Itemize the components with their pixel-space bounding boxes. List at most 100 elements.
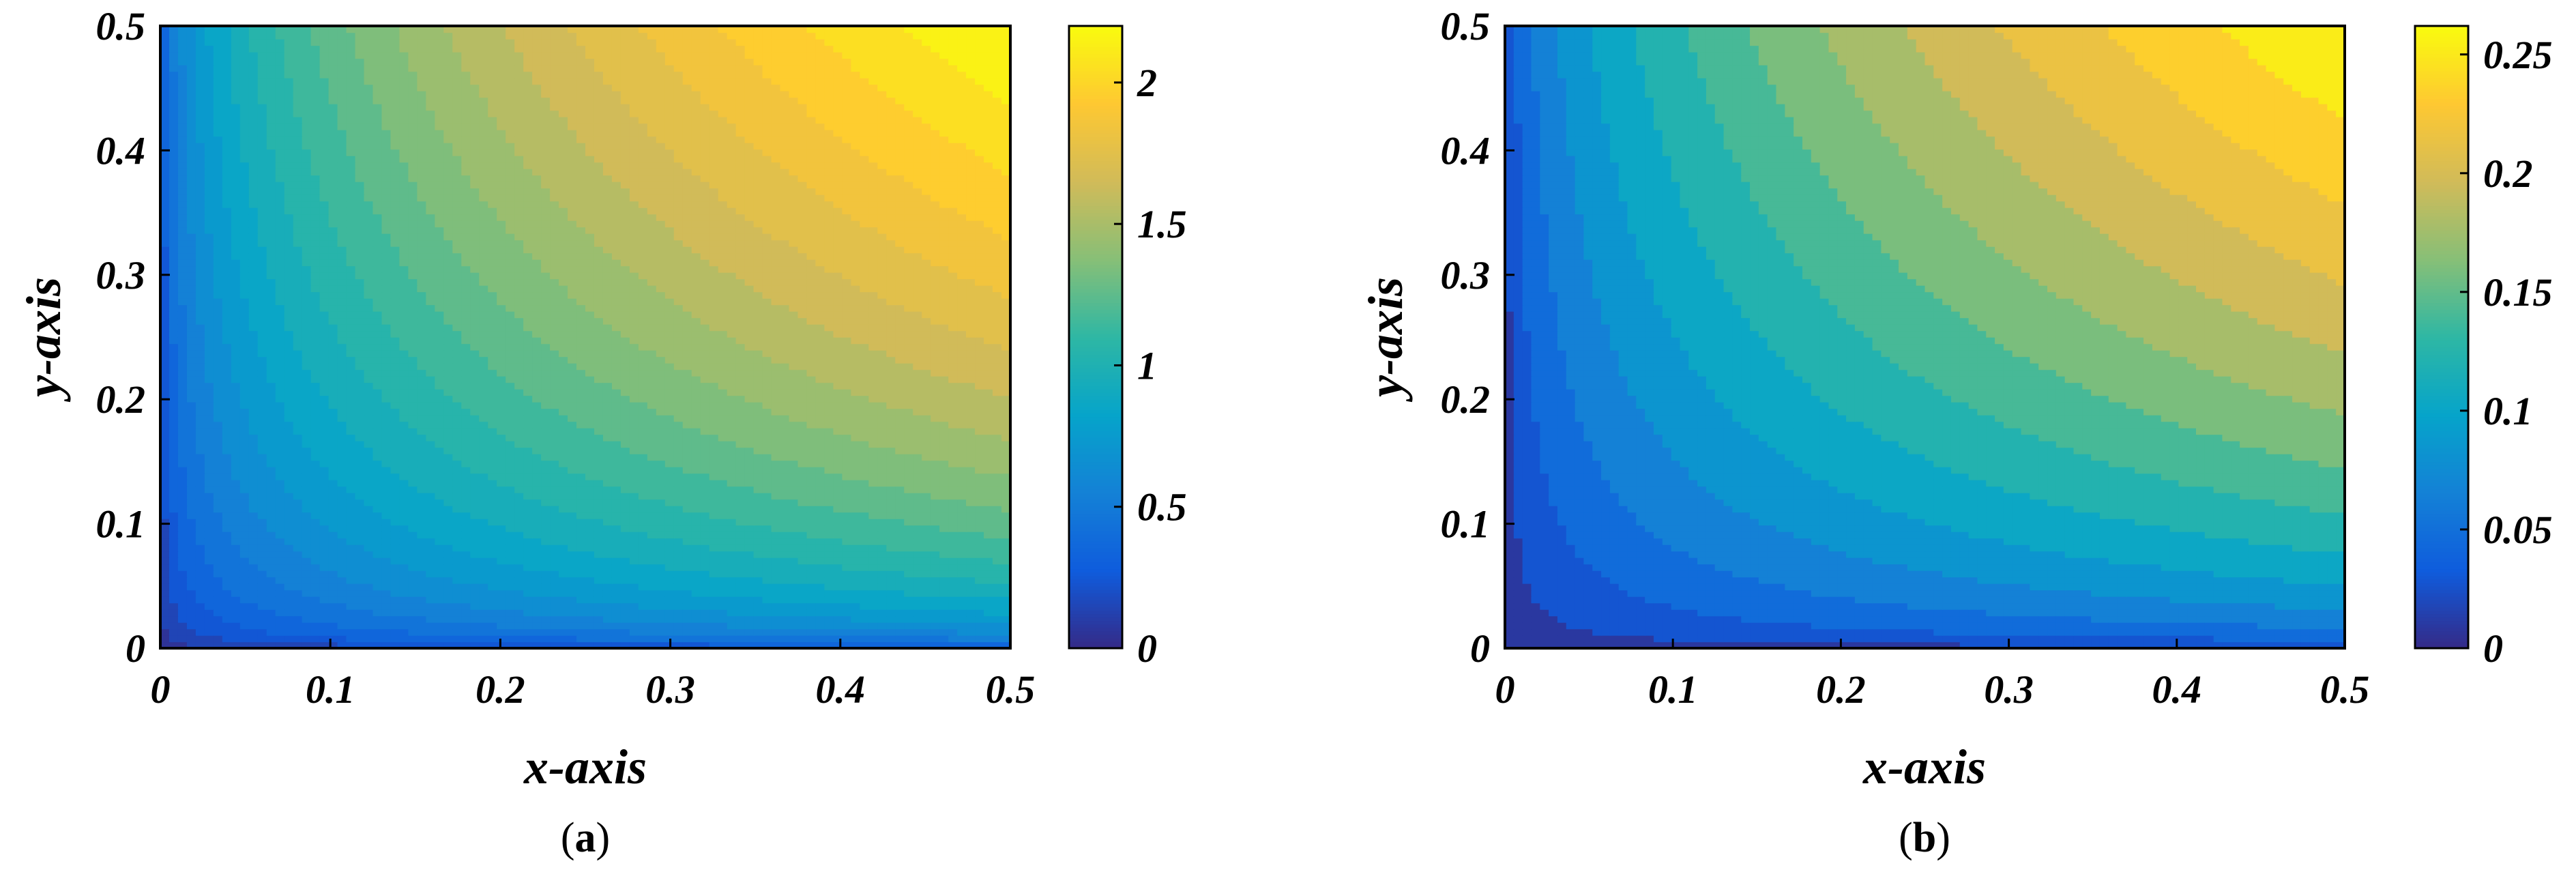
contour-cell — [665, 596, 675, 603]
contour-cell — [815, 461, 825, 467]
contour-cell — [621, 363, 630, 370]
contour-cell — [939, 389, 949, 396]
contour-cell — [187, 499, 196, 506]
contour-cell — [639, 435, 648, 441]
contour-cell — [541, 370, 551, 377]
contour-cell — [461, 409, 471, 416]
contour-cell — [568, 311, 577, 318]
contour-cell — [479, 596, 488, 603]
contour-cell — [497, 441, 506, 448]
contour-cell — [559, 544, 568, 551]
contour-cell — [355, 389, 365, 396]
contour-cell — [329, 389, 338, 396]
contour-cell — [665, 603, 675, 610]
contour-cell — [329, 448, 338, 454]
contour-cell — [939, 363, 949, 370]
contour-cell — [718, 629, 728, 636]
contour-cell — [594, 538, 604, 545]
contour-cell — [426, 376, 435, 383]
contour-cell — [452, 629, 462, 636]
contour-cell — [550, 499, 559, 506]
contour-cell — [594, 551, 604, 558]
contour-cell — [381, 596, 391, 603]
contour-cell — [594, 331, 604, 338]
contour-cell — [647, 538, 657, 545]
contour-cell — [674, 318, 684, 325]
contour-cell — [824, 506, 834, 512]
contour-cell — [877, 415, 887, 422]
contour-cell — [922, 318, 931, 325]
contour-cell — [824, 532, 834, 538]
contour-cell — [868, 409, 878, 416]
contour-cell — [222, 409, 232, 416]
contour-cell — [364, 512, 374, 519]
contour-cell — [443, 609, 453, 616]
contour-cell — [178, 435, 188, 441]
contour-cell — [798, 311, 808, 318]
contour-cell — [523, 448, 533, 454]
contour-cell — [426, 512, 435, 519]
contour-cell — [647, 629, 657, 636]
contour-cell — [656, 344, 666, 351]
contour-cell — [443, 635, 453, 642]
contour-cell — [939, 376, 949, 383]
contour-cell — [772, 590, 781, 597]
contour-cell — [302, 596, 312, 603]
contour-cell — [939, 538, 949, 545]
contour-cell — [559, 596, 568, 603]
contour-cell — [408, 616, 418, 623]
contour-cell — [621, 376, 630, 383]
contour-cell — [390, 337, 400, 344]
contour-cell — [214, 577, 223, 584]
contour-cell — [984, 461, 993, 467]
contour-cell — [966, 402, 976, 409]
contour-cell — [329, 493, 338, 499]
contour-cell — [426, 622, 435, 629]
contour-cell — [160, 376, 170, 383]
contour-cell — [284, 532, 294, 538]
contour-cell — [187, 596, 196, 603]
contour-cell — [568, 396, 577, 403]
contour-cell — [868, 461, 878, 467]
contour-cell — [842, 570, 851, 577]
contour-cell — [806, 376, 816, 383]
contour-cell — [966, 461, 976, 467]
contour-cell — [984, 409, 993, 416]
contour-cell — [302, 311, 312, 318]
contour-cell — [718, 357, 728, 364]
contour-cell — [249, 544, 259, 551]
contour-cell — [754, 616, 763, 623]
contour-cell — [514, 389, 524, 396]
contour-cell — [656, 564, 666, 571]
contour-cell — [160, 538, 170, 545]
contour-cell — [922, 415, 931, 422]
contour-cell — [993, 318, 1002, 325]
contour-cell — [763, 383, 772, 390]
contour-cell — [320, 596, 330, 603]
contour-cell — [443, 441, 453, 448]
contour-cell — [594, 370, 604, 377]
contour-cell — [514, 519, 524, 525]
contour-cell — [665, 590, 675, 597]
contour-cell — [311, 583, 321, 590]
contour-cell — [169, 331, 179, 338]
contour-cell — [683, 383, 692, 390]
contour-cell — [267, 499, 276, 506]
contour-cell — [435, 474, 444, 480]
contour-cell — [373, 428, 383, 435]
contour-cell — [772, 506, 781, 512]
contour-cell — [851, 616, 860, 623]
contour-cell — [904, 389, 913, 396]
contour-cell — [922, 350, 931, 357]
contour-cell — [364, 570, 374, 577]
contour-cell — [514, 596, 524, 603]
contour-cell — [214, 350, 223, 357]
contour-cell — [258, 344, 267, 351]
contour-cell — [452, 486, 462, 493]
contour-cell — [701, 506, 710, 512]
contour-cell — [187, 357, 196, 364]
contour-cell — [258, 435, 267, 441]
contour-cell — [320, 363, 330, 370]
contour-cell — [381, 402, 391, 409]
contour-cell — [231, 506, 241, 512]
